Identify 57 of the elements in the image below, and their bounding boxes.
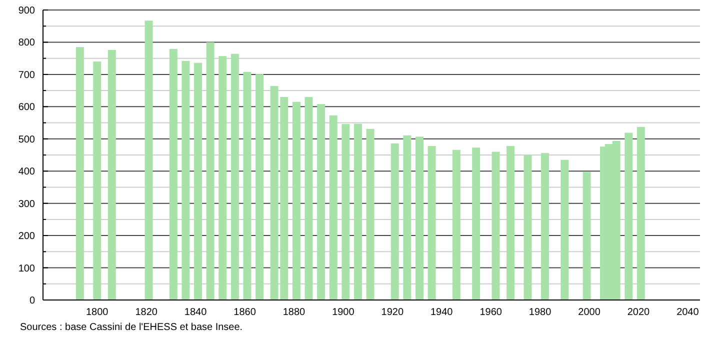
bar xyxy=(452,150,460,300)
x-tick-label: 1940 xyxy=(430,307,454,318)
x-tick-label: 1960 xyxy=(480,307,502,318)
bar xyxy=(108,50,116,300)
bar xyxy=(390,143,399,300)
x-tick-label: 2020 xyxy=(627,307,650,318)
x-tick-label: 1860 xyxy=(234,307,256,318)
bar xyxy=(76,47,84,300)
x-tick-label: 1900 xyxy=(332,307,355,318)
bar xyxy=(506,146,515,300)
y-tick-label: 900 xyxy=(18,6,36,16)
x-tick-label: 2000 xyxy=(578,307,601,318)
bar xyxy=(93,62,102,300)
y-tick-label: 200 xyxy=(18,231,36,242)
bar xyxy=(243,72,252,300)
x-tick-label: 1880 xyxy=(282,307,306,318)
bar xyxy=(304,97,313,300)
bar xyxy=(169,48,178,300)
x-tick-label: 1840 xyxy=(184,307,208,318)
bar xyxy=(292,102,300,300)
bar xyxy=(624,132,633,300)
y-tick-label: 400 xyxy=(18,166,36,178)
bar xyxy=(472,148,480,300)
bar xyxy=(428,146,436,300)
bar xyxy=(354,124,362,300)
y-tick-label: 800 xyxy=(18,38,36,49)
bar xyxy=(230,54,239,300)
bar xyxy=(582,172,591,300)
bar xyxy=(560,160,569,300)
bar xyxy=(194,62,202,300)
bar xyxy=(218,56,227,300)
bar xyxy=(342,124,350,300)
bar xyxy=(403,135,412,300)
bar xyxy=(524,155,532,300)
bar xyxy=(144,20,153,300)
x-tick-label: 1980 xyxy=(528,307,552,318)
y-tick-label: 600 xyxy=(18,102,36,114)
bar xyxy=(492,152,500,300)
y-tick-label: 100 xyxy=(18,263,36,274)
bar xyxy=(206,42,214,300)
y-tick-label: 0 xyxy=(29,296,36,306)
source-note: Sources : base Cassini de l'EHESS et base Insee. xyxy=(20,322,243,333)
bar xyxy=(182,60,190,300)
bar xyxy=(256,74,264,300)
bar xyxy=(540,153,549,300)
x-tick-label: 1800 xyxy=(86,307,109,318)
bar xyxy=(636,126,645,300)
y-tick-label: 500 xyxy=(18,134,36,146)
bar xyxy=(329,115,338,300)
bar xyxy=(415,136,424,300)
bar xyxy=(366,128,374,300)
x-tick-label: 2040 xyxy=(676,307,700,318)
x-tick-label: 1820 xyxy=(135,307,158,318)
y-tick-label: 300 xyxy=(18,198,36,210)
y-tick-label: 700 xyxy=(18,70,36,81)
bar xyxy=(317,104,326,300)
x-tick-label: 1920 xyxy=(381,307,404,318)
